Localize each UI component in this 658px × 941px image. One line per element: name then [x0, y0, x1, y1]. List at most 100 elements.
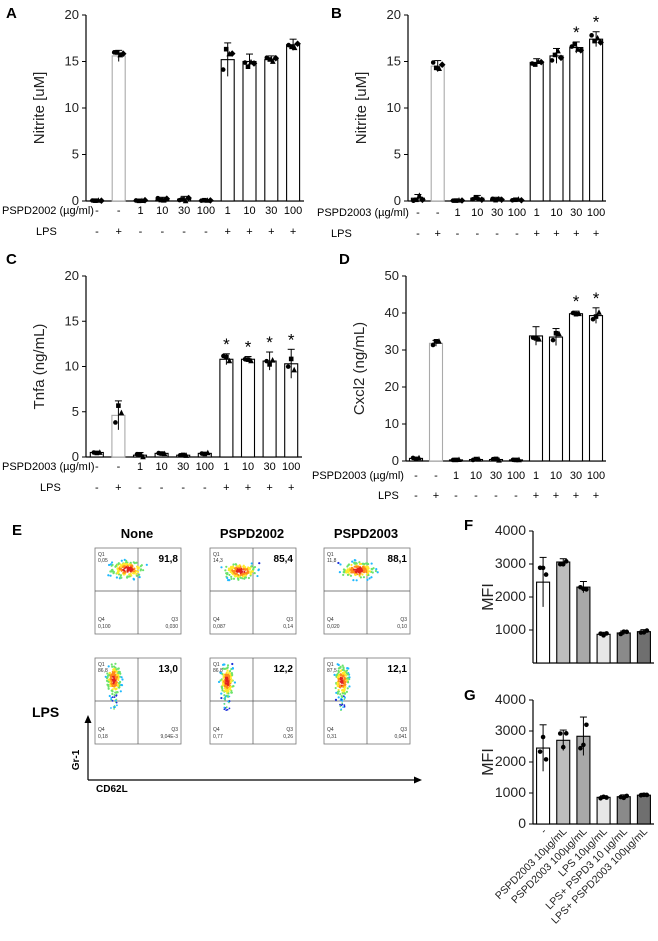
y-tick-label: 3000 — [495, 722, 526, 738]
density-point — [115, 687, 118, 690]
density-point — [250, 562, 253, 565]
lps-label: + — [593, 228, 599, 240]
data-point — [513, 197, 518, 203]
bar — [636, 794, 651, 825]
density-point — [228, 578, 231, 582]
density-point — [365, 570, 368, 574]
density-point — [376, 571, 379, 574]
bar — [569, 46, 584, 202]
density-point — [131, 572, 135, 575]
bar — [549, 55, 564, 202]
density-point — [343, 678, 346, 681]
density-point — [339, 670, 342, 673]
density-point — [117, 667, 120, 670]
density-point — [243, 570, 246, 574]
density-point — [352, 568, 356, 571]
bar — [240, 358, 256, 458]
density-point — [343, 671, 346, 674]
flow-y-axis-label: Gr-1 — [71, 749, 82, 770]
density-point — [367, 573, 370, 577]
density-point — [234, 575, 237, 578]
data-point — [498, 196, 505, 203]
density-point — [112, 678, 115, 682]
density-point — [111, 684, 114, 688]
density-point — [107, 687, 110, 690]
concentration-label: 10 — [550, 470, 562, 482]
density-point — [227, 569, 230, 572]
quadrant-q2-value: 88,1 — [388, 554, 408, 565]
significance-star: * — [593, 289, 600, 308]
quadrant-q3-name: Q3 — [400, 617, 407, 623]
quadrant-q1-name: Q1 — [327, 552, 334, 558]
density-point — [340, 708, 343, 711]
density-point — [233, 572, 237, 575]
data-point — [537, 58, 545, 66]
density-point — [351, 567, 354, 570]
y-tick-label: 0 — [72, 449, 79, 464]
density-point — [233, 569, 237, 573]
data-point — [289, 44, 294, 50]
density-point — [366, 567, 369, 570]
flow-plot: Q10,05 91,8 Q40,100 Q30,030 — [94, 547, 182, 635]
density-point — [226, 708, 229, 711]
data-point — [584, 587, 589, 592]
density-point — [231, 662, 234, 666]
data-point — [242, 60, 248, 65]
data-point — [220, 67, 226, 72]
data-point — [560, 744, 566, 750]
density-point — [231, 667, 234, 670]
density-point — [116, 567, 119, 570]
concentration-label: - — [95, 461, 99, 473]
density-point — [142, 569, 145, 572]
data-point — [141, 196, 149, 204]
density-point — [342, 695, 345, 698]
density-point — [224, 699, 227, 701]
data-point — [573, 311, 579, 317]
concentration-label: - — [436, 207, 440, 219]
data-point — [577, 46, 585, 54]
density-point — [337, 690, 340, 693]
density-point — [342, 689, 345, 692]
density-point — [232, 685, 235, 688]
density-point — [225, 688, 228, 692]
density-point — [230, 575, 233, 578]
bar — [286, 44, 301, 202]
density-point — [110, 570, 113, 573]
concentration-label: 100 — [507, 470, 525, 482]
lps-label: - — [160, 226, 164, 238]
density-point — [122, 571, 126, 574]
y-tick-label: 0 — [394, 193, 401, 208]
density-point — [366, 578, 369, 581]
data-point — [114, 50, 120, 55]
density-point — [361, 573, 364, 576]
density-point — [367, 572, 370, 575]
density-point — [339, 674, 343, 677]
density-point — [119, 563, 122, 566]
quadrant-q3-value: 0,14 — [283, 624, 293, 630]
chart-f-mfi: 1000 2000 3000 4000 MFI — [480, 522, 654, 664]
density-point — [343, 570, 346, 573]
density-point — [110, 679, 113, 683]
quadrant-q4-name: Q4 — [98, 617, 105, 623]
lps-label: - — [95, 482, 99, 494]
lps-row-label: LPS — [36, 226, 57, 238]
bar — [548, 336, 564, 462]
significance-star: * — [288, 330, 295, 349]
quadrant-q2-value: 91,8 — [159, 554, 179, 565]
density-point — [250, 570, 253, 574]
density-point — [354, 559, 357, 562]
density-point — [228, 669, 232, 673]
density-point — [344, 683, 347, 686]
data-point — [113, 420, 118, 425]
data-point — [453, 457, 459, 463]
density-point — [111, 563, 114, 567]
density-point — [342, 706, 345, 709]
quadrant-q4-value: 0,31 — [327, 734, 337, 740]
lps-label: + — [434, 228, 440, 240]
density-point — [337, 696, 340, 699]
quadrant-q1-value: 86,8 — [98, 668, 108, 674]
density-point — [354, 570, 358, 573]
